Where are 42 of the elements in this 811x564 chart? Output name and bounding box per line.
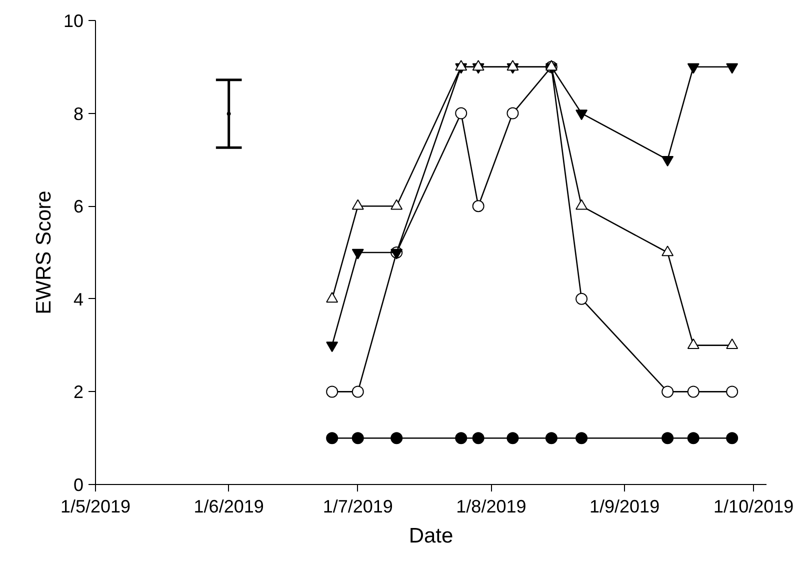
x-tick-label: 1/9/2019 <box>590 496 660 516</box>
point <box>687 432 700 444</box>
point <box>726 386 738 398</box>
point <box>472 200 484 212</box>
point <box>352 432 364 444</box>
x-tick-label: 1/6/2019 <box>194 496 264 516</box>
x-tick-label: 1/8/2019 <box>456 496 526 516</box>
y-tick-label: 6 <box>73 196 84 217</box>
point <box>455 432 468 444</box>
point <box>687 386 700 398</box>
y-tick-label: 4 <box>73 289 84 310</box>
point <box>726 432 738 444</box>
point <box>576 292 588 305</box>
point <box>662 386 674 398</box>
x-tick-label: 1/5/2019 <box>60 496 131 516</box>
y-tick-label: 0 <box>73 475 84 495</box>
x-tick-label: 1/7/2019 <box>322 496 393 516</box>
point <box>352 386 364 398</box>
point <box>662 432 674 444</box>
point <box>326 432 338 444</box>
y-tick-label: 10 <box>63 11 84 31</box>
y-tick-label: 8 <box>73 104 84 124</box>
point <box>390 432 403 444</box>
x-axis-title: Date <box>408 524 454 548</box>
point <box>576 199 588 210</box>
point <box>545 432 558 444</box>
point <box>352 199 364 210</box>
y-axis-title: EWRS Score <box>32 190 56 314</box>
point <box>506 107 519 120</box>
point <box>662 246 674 256</box>
point <box>455 60 468 71</box>
point <box>326 386 338 398</box>
point <box>472 60 484 71</box>
point <box>390 199 403 210</box>
y-tick-label: 2 <box>73 382 84 402</box>
point <box>576 432 588 444</box>
point <box>326 292 338 303</box>
point <box>506 60 519 71</box>
point <box>472 432 484 444</box>
x-tick-label: 1/10/2019 <box>714 496 794 516</box>
point <box>506 432 519 444</box>
point <box>455 107 468 120</box>
